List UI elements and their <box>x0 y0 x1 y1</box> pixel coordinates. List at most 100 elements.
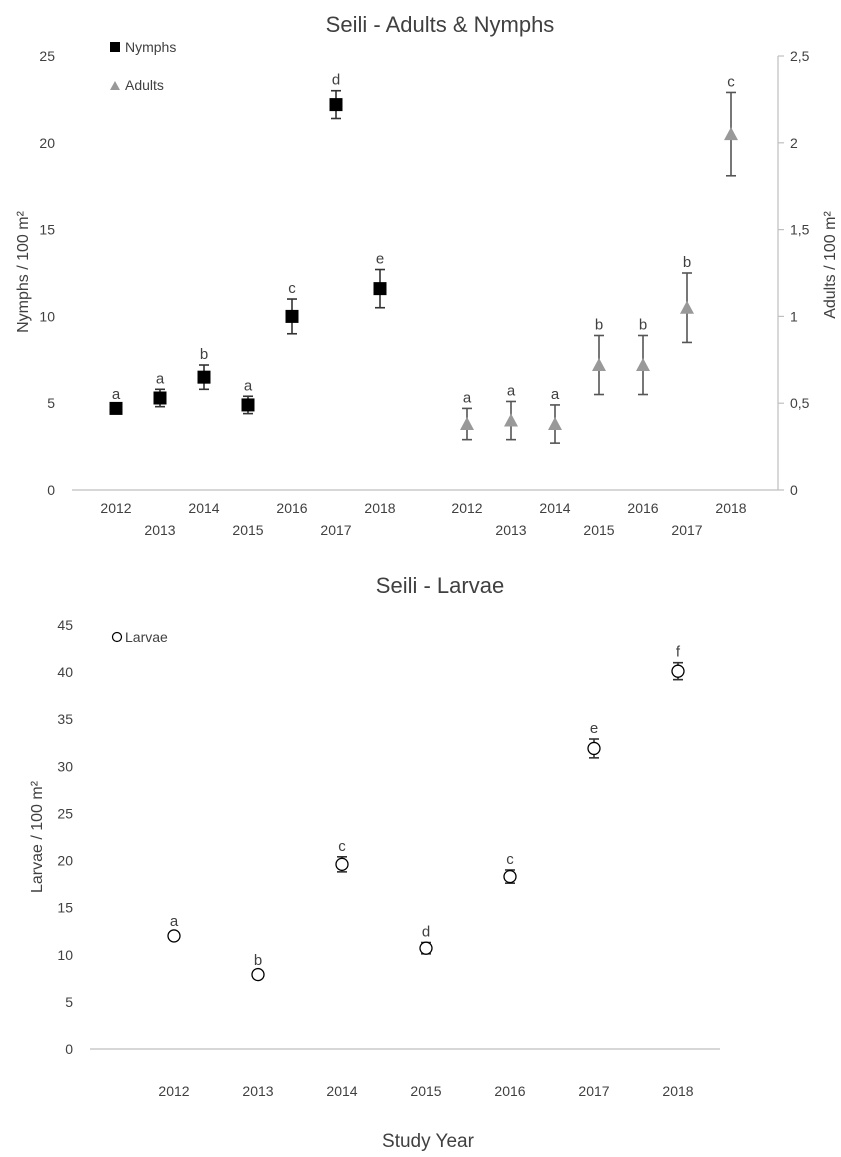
x-tick-label: 2013 <box>495 522 526 538</box>
x-axis-title: Study Year <box>382 1131 475 1152</box>
nymphs-point <box>197 370 211 384</box>
y-tick-label-left: 10 <box>39 308 55 324</box>
nymphs-significance-label: b <box>200 346 208 363</box>
larvae-significance-label: b <box>254 952 262 969</box>
y-tick-label-right: 1 <box>790 308 798 324</box>
y-tick-label: 35 <box>57 711 73 727</box>
adults-point <box>636 358 650 372</box>
x-tick-label: 2012 <box>100 500 131 516</box>
nymphs-point <box>153 391 167 405</box>
x-tick-label: 2018 <box>364 500 395 516</box>
y-tick-label-left: 15 <box>39 222 55 238</box>
x-tick-label: 2017 <box>671 522 702 538</box>
x-tick-label: 2018 <box>715 500 746 516</box>
y-tick-label-right: 2 <box>790 135 798 151</box>
adults-point <box>460 417 474 431</box>
larvae-point <box>671 664 685 678</box>
chart-title: Seili - Larvae <box>376 573 504 598</box>
y-tick-label-left: 5 <box>47 395 55 411</box>
y-ticks: 0 5 10 15 20 25 30 35 40 45 <box>57 617 73 1057</box>
y-tick-label: 30 <box>57 758 73 774</box>
larvae-point <box>167 929 181 943</box>
y-tick-label: 40 <box>57 664 73 680</box>
adults-significance-label: b <box>683 254 691 271</box>
legend: Nymphs Adults <box>110 39 176 93</box>
adults-significance-label: b <box>595 316 603 333</box>
larvae-significance-label: d <box>422 924 430 941</box>
adults-significance-label: b <box>639 316 647 333</box>
legend: Larvae <box>111 629 168 645</box>
adults-significance-label: a <box>507 382 516 399</box>
y-tick-label-left: 25 <box>39 48 55 64</box>
larvae-chart: Seili - Larvae Larvae / 100 m² 0 5 10 15 20 2… <box>29 573 720 1152</box>
nymphs-significance-label: d <box>332 72 340 89</box>
y-tick-label: 0 <box>65 1041 73 1057</box>
y-tick-label-right: 1,5 <box>790 222 810 238</box>
y-tick-label-left: 20 <box>39 135 55 151</box>
y-ticks-left: 0 5 10 15 20 25 <box>39 48 55 498</box>
x-ticks: 2012 2013 2014 2015 2016 2017 2018 <box>158 1083 693 1099</box>
chart-title: Seili - Adults & Nymphs <box>326 12 555 37</box>
adults-significance-label: c <box>727 73 735 90</box>
x-tick-label: 2015 <box>232 522 263 538</box>
nymphs-significance-label: a <box>244 377 253 394</box>
larvae-significance-label: f <box>676 644 681 661</box>
nymphs-point <box>109 401 123 415</box>
nymphs-significance-label: c <box>288 280 296 297</box>
adults-series: a a a b b b c <box>460 73 738 444</box>
nymphs-point <box>329 98 343 112</box>
y-tick-label: 15 <box>57 900 73 916</box>
nymphs-point <box>285 309 299 323</box>
x-tick-label: 2016 <box>276 500 307 516</box>
y-tick-label-right: 0,5 <box>790 395 810 411</box>
x-tick-label: 2014 <box>539 500 570 516</box>
legend-label-adults: Adults <box>125 77 164 93</box>
adults-point <box>680 300 694 314</box>
x-tick-label: 2013 <box>144 522 175 538</box>
adults-point <box>504 413 518 427</box>
x-ticks: 2012 2013 2014 2015 2016 2017 2018 2012 2013 2014… <box>100 500 746 538</box>
x-tick-label: 2016 <box>627 500 658 516</box>
y-tick-label-left: 0 <box>47 482 55 498</box>
x-tick-label: 2015 <box>583 522 614 538</box>
nymphs-series: a a b a c d e <box>109 72 387 415</box>
larvae-series: a b c d c e f <box>167 644 685 982</box>
x-tick-label: 2014 <box>188 500 219 516</box>
larvae-significance-label: c <box>506 851 514 868</box>
x-tick-label: 2016 <box>494 1083 525 1099</box>
nymphs-point <box>241 398 255 412</box>
x-tick-label: 2013 <box>242 1083 273 1099</box>
nymphs-significance-label: a <box>156 370 165 387</box>
x-tick-label: 2017 <box>320 522 351 538</box>
larvae-significance-label: c <box>338 838 346 855</box>
y-tick-label: 10 <box>57 947 73 963</box>
y-axis-label-right: Adults / 100 m² <box>822 211 839 319</box>
legend-marker-nymphs <box>110 42 120 52</box>
adults-nymphs-chart: Seili - Adults & Nymphs Nymphs / 100 m² … <box>15 12 839 538</box>
y-axis-label: Larvae / 100 m² <box>29 780 46 893</box>
larvae-significance-label: a <box>170 913 179 930</box>
y-tick-label: 5 <box>65 994 73 1010</box>
x-tick-label: 2015 <box>410 1083 441 1099</box>
x-tick-label: 2014 <box>326 1083 357 1099</box>
legend-marker-larvae <box>111 631 123 643</box>
nymphs-significance-label: a <box>112 386 121 403</box>
y-ticks-right: 0 0,5 1 1,5 2 2,5 <box>778 48 810 498</box>
adults-point <box>548 417 562 431</box>
larvae-point <box>503 869 517 884</box>
y-tick-label: 45 <box>57 617 73 633</box>
larvae-point <box>335 857 349 871</box>
x-tick-label: 2012 <box>158 1083 189 1099</box>
larvae-point <box>419 941 433 955</box>
adults-significance-label: a <box>551 386 560 403</box>
larvae-point <box>251 967 265 982</box>
larvae-point <box>587 741 601 756</box>
y-axis-label-left: Nymphs / 100 m² <box>15 210 32 332</box>
y-tick-label: 25 <box>57 805 73 821</box>
x-tick-label: 2012 <box>451 500 482 516</box>
larvae-significance-label: e <box>590 720 598 737</box>
legend-label-larvae: Larvae <box>125 629 168 645</box>
y-tick-label: 20 <box>57 853 73 869</box>
x-tick-label: 2018 <box>662 1083 693 1099</box>
